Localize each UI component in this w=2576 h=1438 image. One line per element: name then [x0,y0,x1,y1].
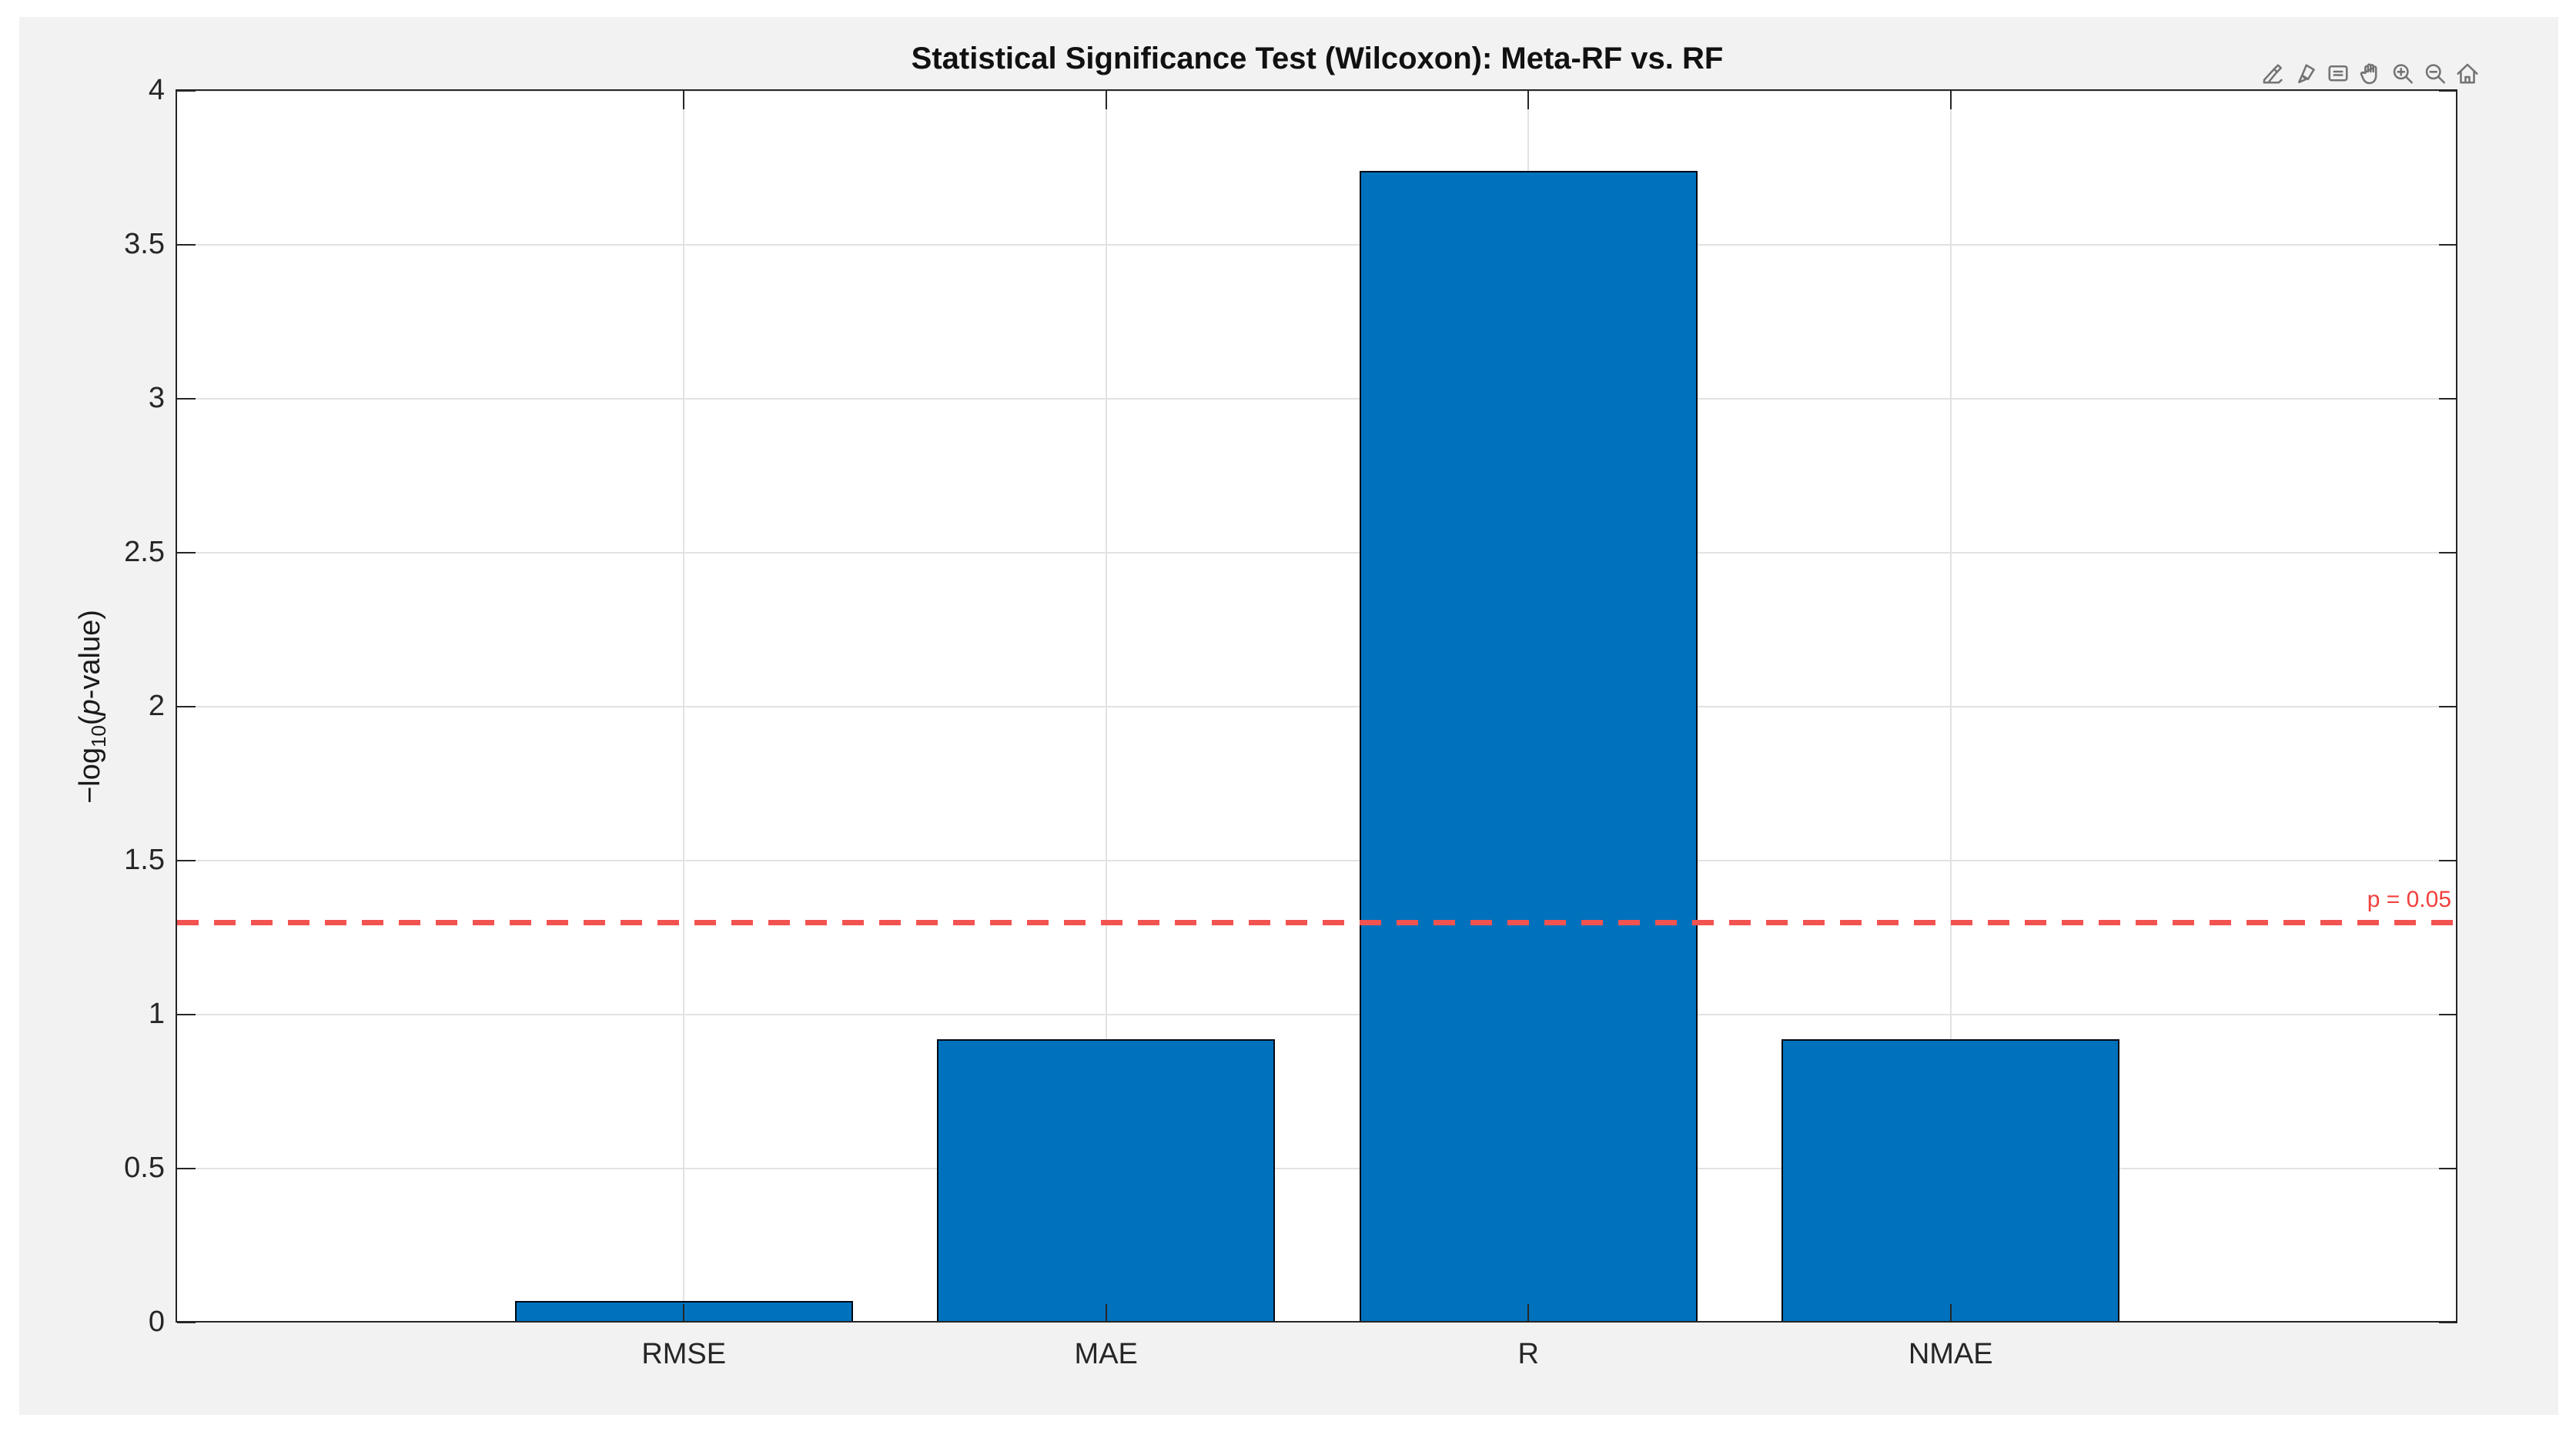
x-tick-label-mae: MAE [1074,1338,1138,1370]
datatip-icon[interactable] [2324,60,2352,88]
y-tick-mark [177,1322,196,1323]
y-tick-label: 1 [148,998,165,1030]
x-tick-mark-top [1949,91,1952,109]
y-tick-label: 2 [148,690,165,722]
v-gridline [1105,91,1107,1323]
y-tick-mark-right [2439,244,2457,246]
axes-toolbar [2260,60,2481,88]
y-tick-label: 2.5 [124,536,165,568]
bar-nmae [1781,1039,2120,1323]
y-tick-mark-right [2439,706,2457,707]
y-tick-label: 0 [148,1306,165,1338]
y-tick-mark-right [2439,90,2457,92]
reference-line-label: p = 0.05 [2367,886,2451,912]
h-gridline [177,860,2457,861]
chart-title: Statistical Significance Test (Wilcoxon)… [911,42,1724,75]
y-tick-mark [177,860,196,861]
x-tick-mark-top [683,91,685,109]
y-tick-label: 3 [148,382,165,414]
x-tick-label-r: R [1517,1338,1539,1370]
y-tick-mark-right [2439,1168,2457,1169]
y-tick-mark-right [2439,552,2457,553]
v-gridline [683,91,685,1323]
y-tick-mark [177,1014,196,1015]
y-tick-label: 3.5 [124,228,165,260]
x-tick-mark-top [1105,91,1107,109]
x-tick-mark [1527,1304,1530,1323]
h-gridline [177,244,2457,246]
y-tick-mark [177,398,196,400]
y-tick-mark [177,1168,196,1169]
reference-line [177,919,2457,925]
plot-area: p = 0.05 [177,90,2457,1323]
x-tick-label-nmae: NMAE [1908,1338,1993,1370]
brush-icon[interactable] [2292,60,2320,88]
y-tick-mark [177,552,196,553]
y-tick-mark-right [2439,1014,2457,1015]
y-tick-mark-right [2439,1322,2457,1323]
x-tick-mark [1105,1304,1107,1323]
zoom-in-icon[interactable] [2389,60,2417,88]
export-icon[interactable] [2260,60,2287,88]
h-gridline [177,1014,2457,1015]
h-gridline [177,1168,2457,1169]
pan-icon[interactable] [2357,60,2384,88]
home-icon[interactable] [2454,60,2481,88]
bar-r [1359,171,1698,1323]
h-gridline [177,552,2457,553]
h-gridline [177,398,2457,400]
bar-mae [937,1039,1276,1323]
x-tick-mark [683,1304,685,1323]
zoom-out-icon[interactable] [2421,60,2449,88]
y-tick-mark-right [2439,860,2457,861]
y-tick-label: 0.5 [124,1152,165,1184]
y-tick-mark [177,244,196,246]
h-gridline [177,706,2457,707]
x-tick-label-rmse: RMSE [641,1338,727,1370]
y-tick-mark-right [2439,398,2457,400]
x-tick-mark [1949,1304,1952,1323]
x-tick-mark-top [1527,91,1530,109]
v-gridline [1949,91,1952,1323]
h-gridline [177,90,2457,92]
y-tick-label: 1.5 [124,844,165,876]
y-tick-mark [177,706,196,707]
y-tick-mark [177,90,196,92]
y-tick-label: 4 [148,74,165,106]
